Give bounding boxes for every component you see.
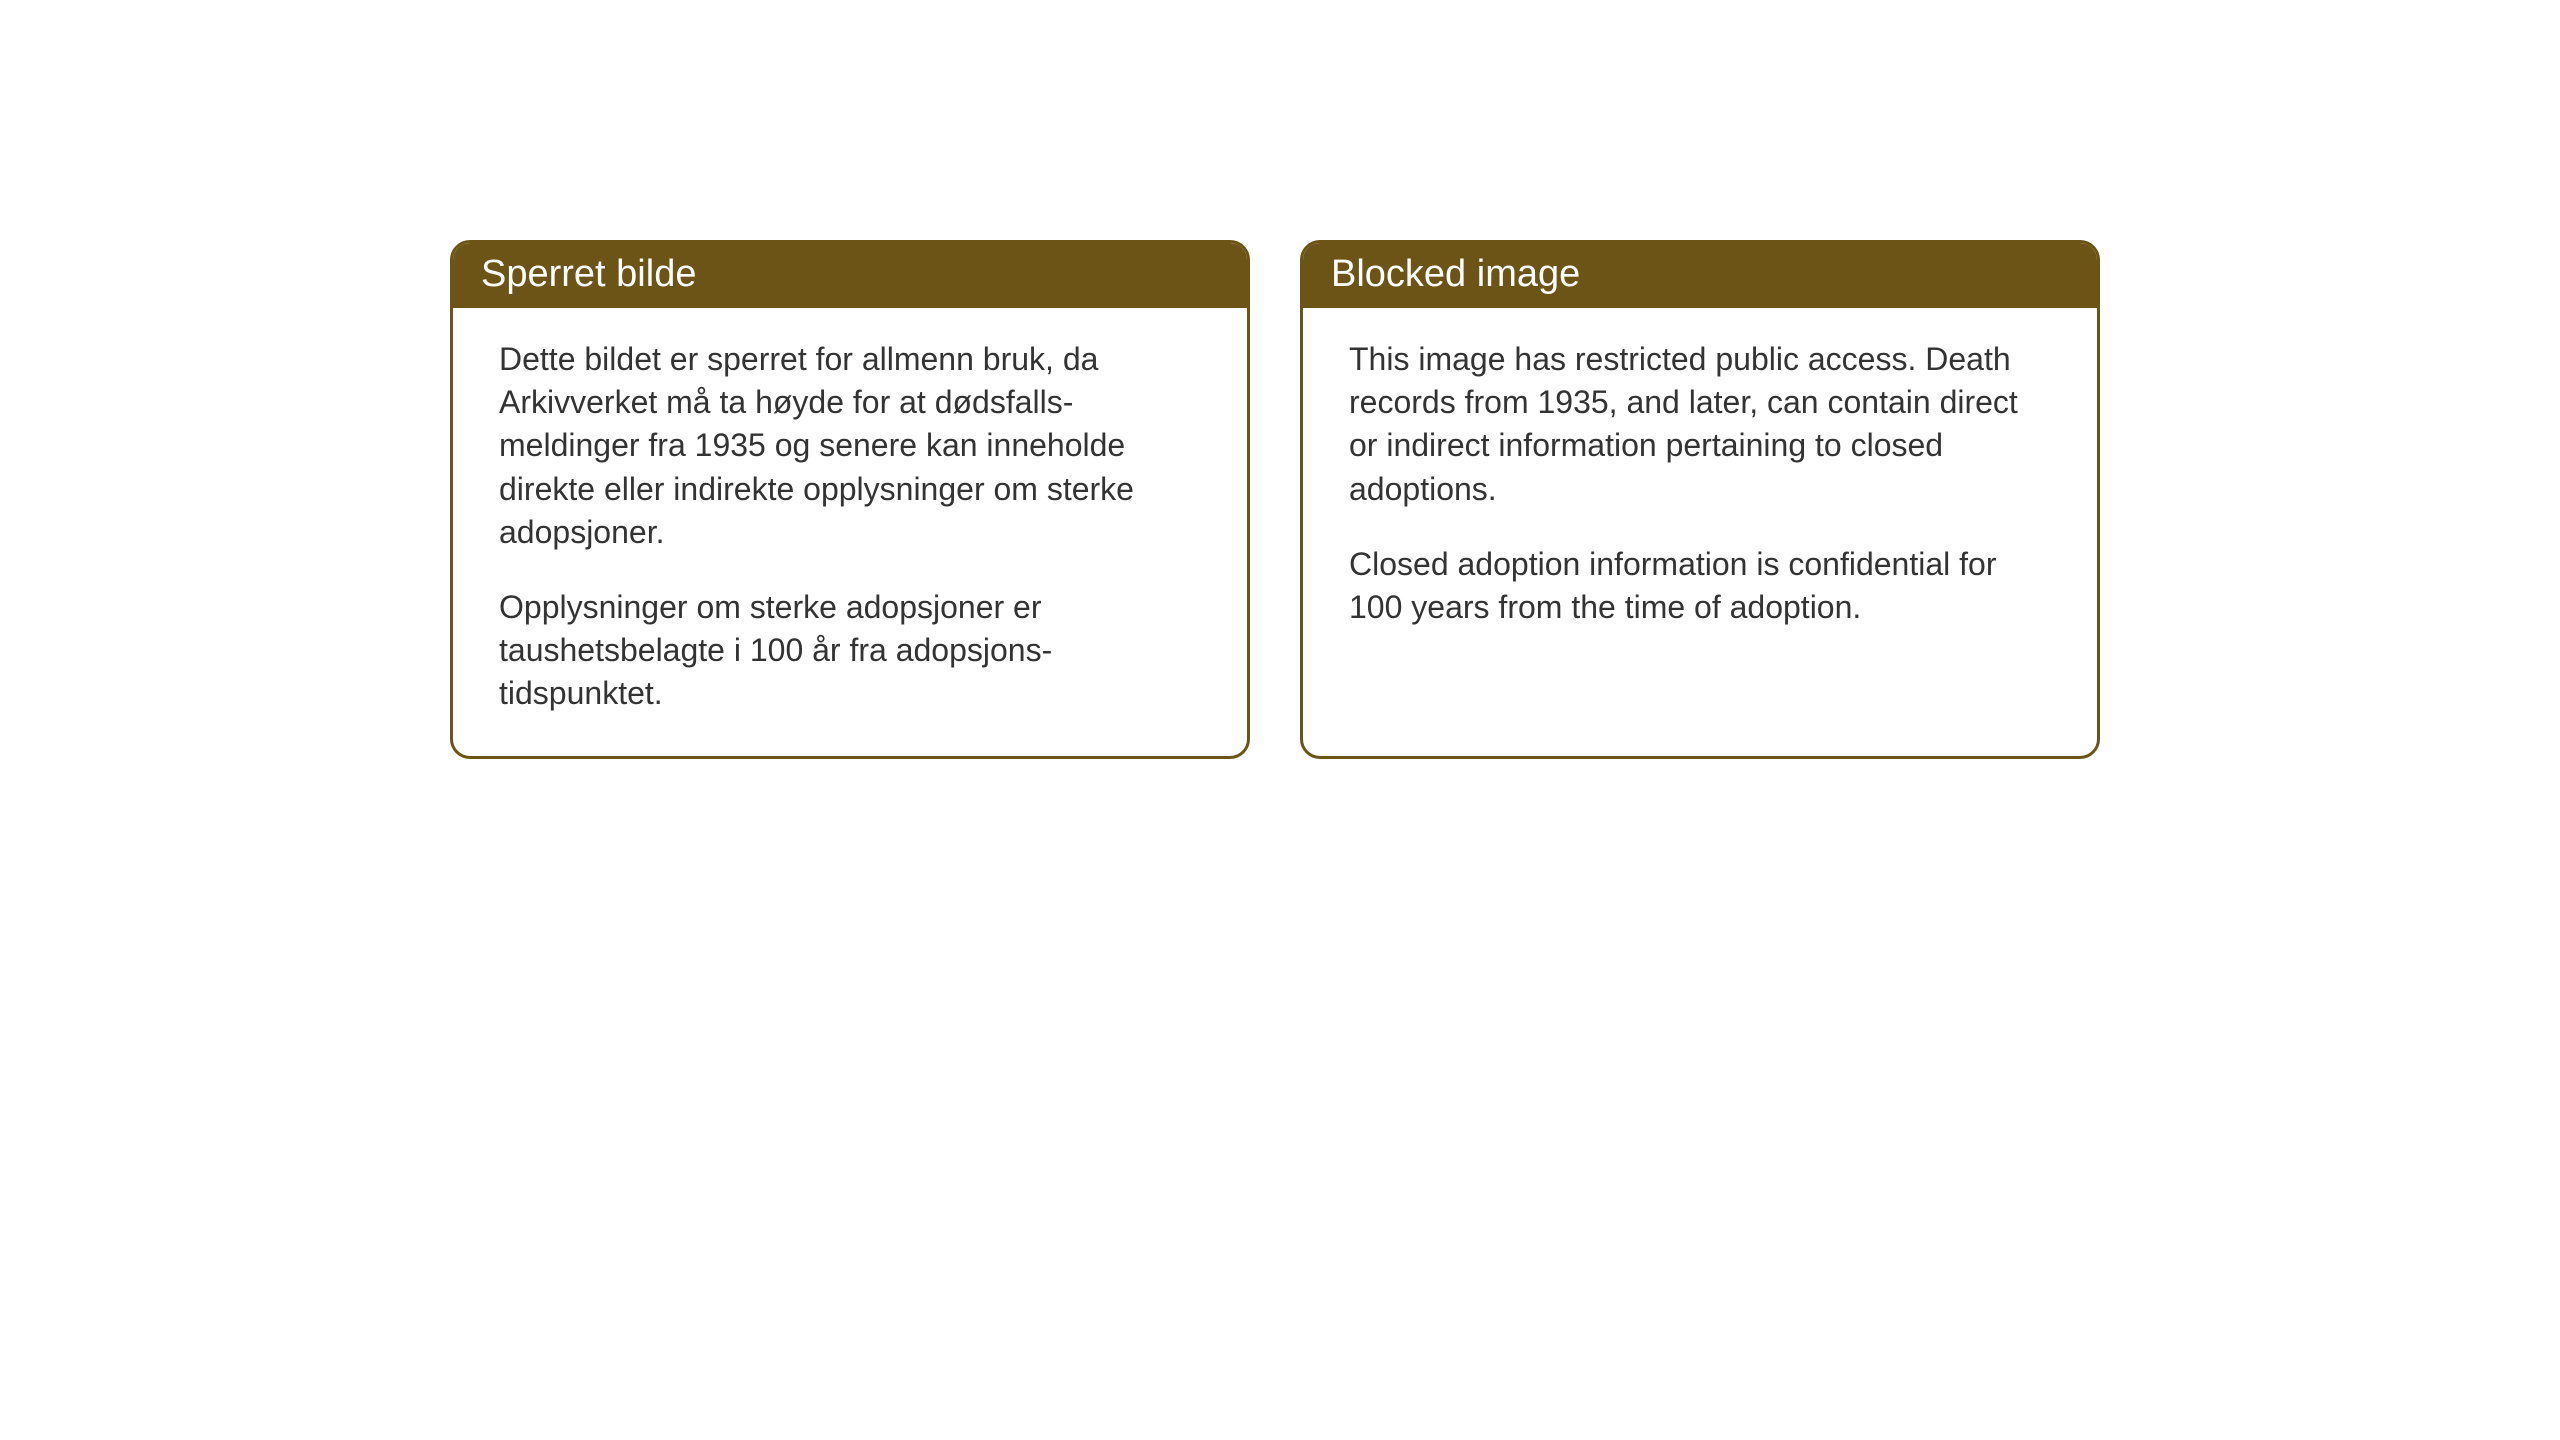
card-norwegian: Sperret bilde Dette bildet er sperret fo… — [450, 240, 1250, 759]
card-english-paragraph-1: This image has restricted public access.… — [1349, 338, 2051, 511]
card-english-title: Blocked image — [1331, 253, 1580, 295]
card-norwegian-paragraph-2: Opplysninger om sterke adopsjoner er tau… — [499, 586, 1201, 716]
cards-container: Sperret bilde Dette bildet er sperret fo… — [450, 240, 2100, 759]
card-norwegian-paragraph-1: Dette bildet er sperret for allmenn bruk… — [499, 338, 1201, 554]
card-english: Blocked image This image has restricted … — [1300, 240, 2100, 759]
card-english-body: This image has restricted public access.… — [1303, 308, 2097, 756]
card-norwegian-title: Sperret bilde — [481, 253, 696, 295]
card-norwegian-header: Sperret bilde — [453, 243, 1247, 308]
card-english-header: Blocked image — [1303, 243, 2097, 308]
card-norwegian-body: Dette bildet er sperret for allmenn bruk… — [453, 308, 1247, 756]
card-english-paragraph-2: Closed adoption information is confident… — [1349, 543, 2051, 629]
